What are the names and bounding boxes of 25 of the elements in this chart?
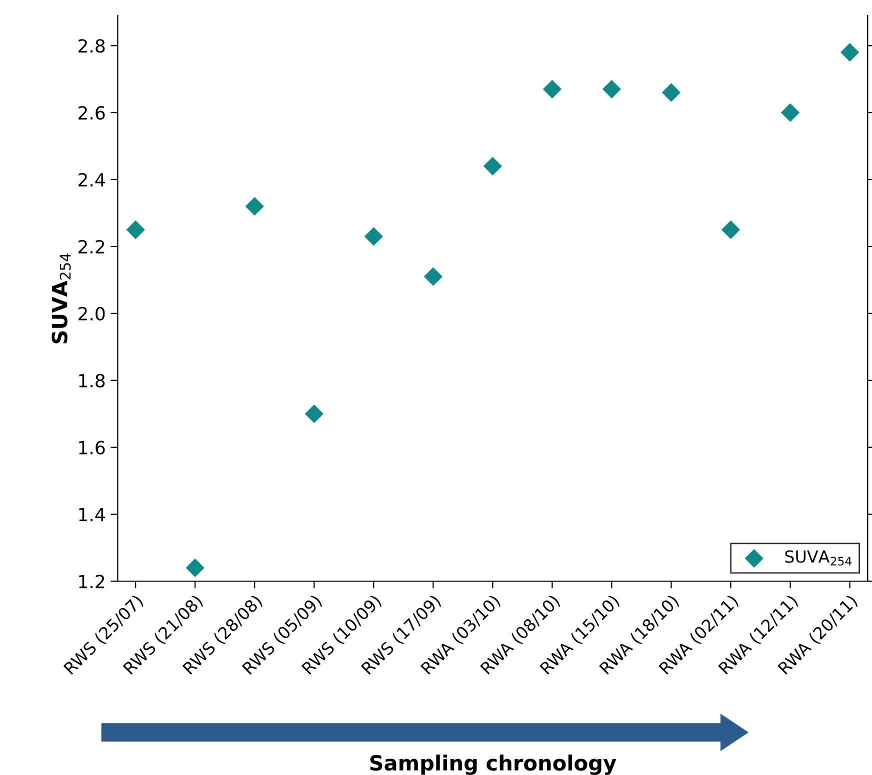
point <box>780 103 800 122</box>
point <box>304 404 324 424</box>
y-tick-label: 2.2 <box>78 240 104 254</box>
point <box>245 197 264 216</box>
y-tick-label: 2.8 <box>78 39 105 53</box>
point <box>721 220 740 240</box>
point <box>483 156 502 176</box>
y-tick-label: 2.0 <box>78 306 105 321</box>
legend-label: SUVA$_{254}$ <box>785 550 852 566</box>
y-tick-label: 1.2 <box>79 574 104 588</box>
point <box>186 558 204 578</box>
y-tick-label: 2.6 <box>78 106 105 120</box>
point <box>602 80 622 98</box>
point <box>542 80 562 98</box>
y-tick-label: 1.4 <box>79 508 105 522</box>
point <box>126 220 145 240</box>
point <box>840 43 860 62</box>
x-axis-title: Sampling chronology <box>370 754 616 775</box>
y-tick-label: 1.8 <box>79 374 105 388</box>
point <box>662 83 681 102</box>
point <box>364 227 383 246</box>
y-axis-title: SUVA$_{254}$ <box>52 253 71 344</box>
y-tick-label: 1.6 <box>79 440 105 454</box>
point <box>424 267 442 286</box>
y-tick-label: 2.4 <box>78 172 105 186</box>
